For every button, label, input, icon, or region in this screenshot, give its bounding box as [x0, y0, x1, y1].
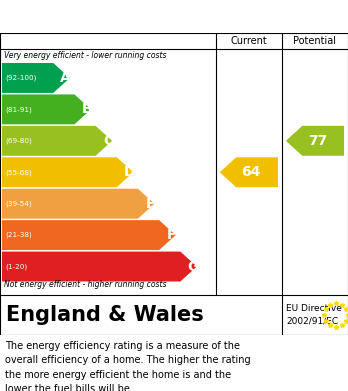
Text: D: D	[124, 165, 135, 179]
Text: A: A	[60, 71, 71, 85]
Text: 64: 64	[242, 165, 261, 179]
Text: Not energy efficient - higher running costs: Not energy efficient - higher running co…	[4, 280, 166, 289]
Text: Potential: Potential	[293, 36, 337, 46]
Polygon shape	[286, 126, 344, 156]
Text: G: G	[187, 260, 198, 274]
Polygon shape	[2, 251, 197, 282]
Text: (55-68): (55-68)	[5, 169, 32, 176]
Text: F: F	[167, 228, 176, 242]
Polygon shape	[2, 63, 70, 93]
Text: (81-91): (81-91)	[5, 106, 32, 113]
Polygon shape	[2, 157, 133, 187]
Text: 77: 77	[308, 134, 327, 148]
Text: (21-38): (21-38)	[5, 232, 32, 239]
Text: (69-80): (69-80)	[5, 138, 32, 144]
Text: (92-100): (92-100)	[5, 75, 37, 81]
Polygon shape	[2, 220, 176, 250]
Text: EU Directive
2002/91/EC: EU Directive 2002/91/EC	[286, 304, 342, 326]
Text: B: B	[81, 102, 92, 117]
Text: E: E	[145, 197, 155, 211]
Polygon shape	[2, 126, 112, 156]
Polygon shape	[2, 95, 91, 124]
Text: England & Wales: England & Wales	[6, 305, 204, 325]
Text: Energy Efficiency Rating: Energy Efficiency Rating	[7, 7, 236, 25]
Text: Very energy efficient - lower running costs: Very energy efficient - lower running co…	[4, 52, 166, 61]
Text: (1-20): (1-20)	[5, 263, 27, 270]
Text: The energy efficiency rating is a measure of the
overall efficiency of a home. T: The energy efficiency rating is a measur…	[5, 341, 251, 391]
Polygon shape	[220, 157, 278, 187]
Polygon shape	[2, 189, 155, 219]
Text: (39-54): (39-54)	[5, 201, 32, 207]
Text: Current: Current	[230, 36, 267, 46]
Text: C: C	[103, 134, 113, 148]
